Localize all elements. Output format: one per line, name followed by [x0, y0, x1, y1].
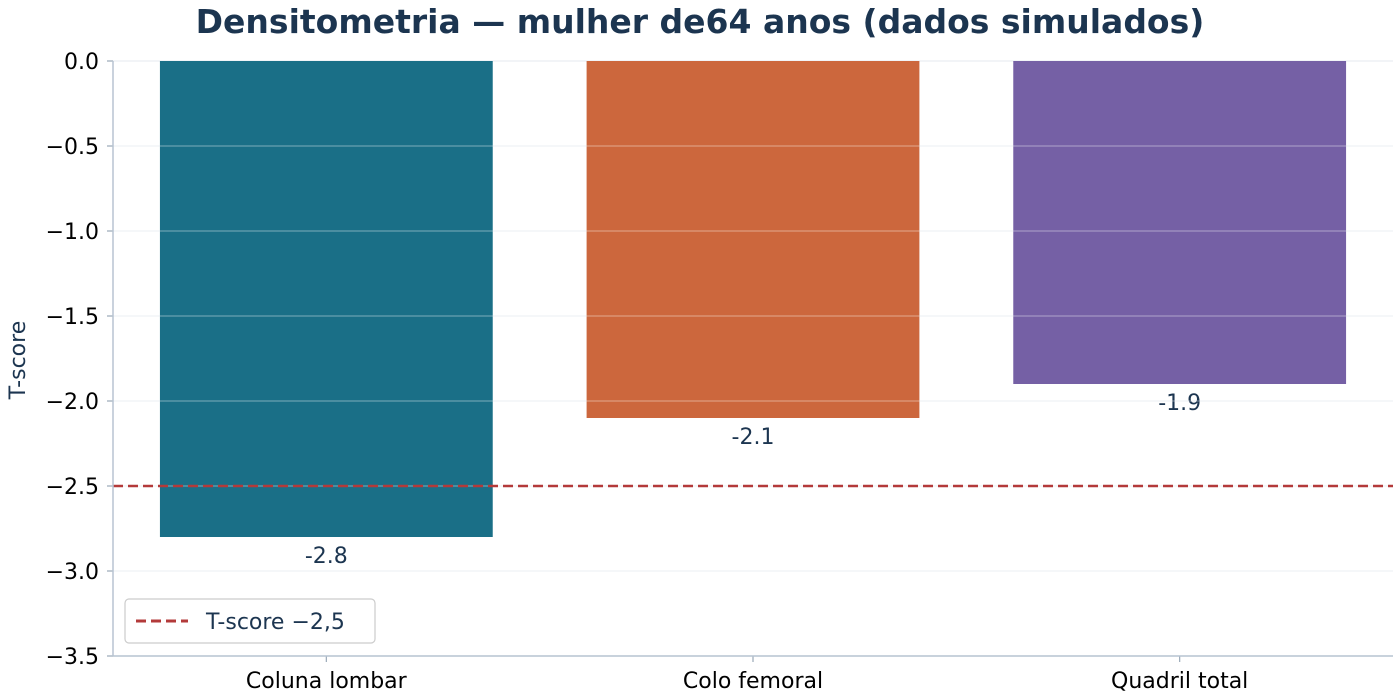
y-tick-label-5: −2.5 — [46, 475, 99, 500]
data-label-3: -1.9 — [1158, 391, 1201, 416]
bar-3 — [1013, 61, 1347, 384]
data-label-2: -2.1 — [732, 425, 775, 450]
legend-frame — [124, 598, 376, 644]
y-tick-label-0: 0.0 — [64, 50, 99, 75]
y-axis-label: T-score — [6, 321, 31, 400]
y-tick-label-3: −1.5 — [46, 305, 99, 330]
y-tick-label-6: −3.0 — [46, 560, 99, 585]
y-tick-label-1: −0.5 — [46, 135, 99, 160]
y-tick-label-2: −1.0 — [46, 220, 99, 245]
x-tick-label-1: Coluna lombar — [246, 669, 408, 694]
bar-2 — [586, 61, 920, 418]
x-tick-label-3: Quadril total — [1111, 669, 1248, 694]
x-tick-label-2: Colo femoral — [683, 669, 823, 694]
chart-title: Densitometria — mulher de64 anos (dados … — [196, 2, 1205, 41]
legend: T-score −2,5 — [124, 598, 376, 644]
y-tick-label-7: −3.5 — [46, 645, 99, 670]
bar-1 — [159, 61, 493, 537]
legend-entry-label: T-score −2,5 — [205, 610, 345, 635]
y-tick-label-4: −2.0 — [46, 390, 99, 415]
data-label-1: -2.8 — [305, 544, 348, 569]
